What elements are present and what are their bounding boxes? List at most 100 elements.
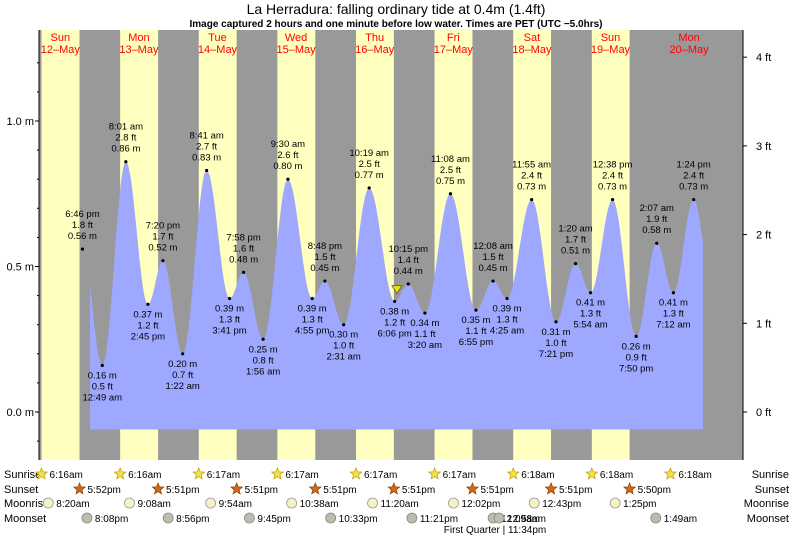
sunrise-icon: [427, 467, 442, 480]
tide-label: 0.86 m: [111, 144, 140, 155]
tide-label: 0.8 ft: [253, 355, 274, 366]
moonset-time: 8:08pm: [95, 514, 128, 525]
tide-label: 0.5 ft: [92, 381, 113, 392]
tide-label: 1.3 ft: [663, 309, 684, 320]
tide-label: 2.7 ft: [196, 141, 217, 152]
almanac-label-right: Moonset: [747, 513, 789, 525]
moonset-icon: [81, 512, 93, 524]
sunset-icon: [387, 482, 401, 495]
tide-label: 12:08 am: [473, 241, 513, 252]
tide-label: 6:06 pm: [378, 328, 412, 339]
tide-label: 1.9 ft: [646, 214, 667, 225]
moonset-icon: [244, 512, 255, 524]
tide-point: [393, 299, 397, 304]
moonset-icon: [493, 512, 505, 524]
tide-point: [448, 192, 453, 196]
right-axis-tick-label: 2 ft: [756, 230, 771, 242]
tide-label: 0.83 m: [192, 152, 221, 163]
sunset-icon: [308, 482, 322, 495]
sunrise-icon: [34, 467, 49, 480]
tide-label: 0.73 m: [679, 182, 708, 193]
day-name: Sat: [524, 32, 541, 44]
tide-label: 0.9 ft: [626, 352, 647, 363]
tide-label: 0.39 m: [298, 304, 327, 315]
moonrise-time: 12:43pm: [542, 499, 581, 510]
tide-label: 0.77 m: [355, 170, 384, 181]
tide-label: 8:41 am: [189, 130, 223, 141]
moonset-icon: [650, 512, 662, 524]
right-axis-tick-label: 1 ft: [756, 318, 771, 330]
tide-label: 1.1 ft: [414, 329, 435, 340]
day-headers: Sun12–MayMon13–MayTue14–MayWed15–MayThu1…: [41, 32, 709, 56]
tide-label: 1:24 pm: [677, 160, 711, 171]
moonrise-icon: [42, 497, 54, 509]
moonrise-time: 9:54am: [219, 499, 252, 510]
day-name: Thu: [365, 32, 384, 44]
tide-point: [423, 311, 427, 315]
tide-point: [588, 291, 593, 295]
tide-label: 0.39 m: [215, 304, 244, 315]
current-level-marker: [391, 285, 403, 295]
moonset-icon: [162, 512, 174, 524]
tide-label: 1.3 ft: [497, 315, 518, 326]
moonset-time: 12:58am: [507, 514, 546, 525]
moonset-icon: [406, 512, 418, 524]
tide-label: 5:54 am: [573, 320, 607, 331]
sunset-time: 5:52pm: [88, 485, 121, 496]
sunrise-time: 6:18am: [521, 470, 554, 481]
tide-label: 2:07 am: [640, 203, 674, 214]
sunrise-time: 6:16am: [50, 470, 83, 481]
sunrise-time: 6:18am: [600, 470, 633, 481]
tide-point: [124, 160, 128, 164]
tide-label: 1.0 ft: [545, 338, 566, 349]
sunrise-time: 6:17am: [285, 470, 318, 481]
almanac-label-left: Sunset: [4, 484, 38, 496]
tide-label: 2.5 ft: [440, 165, 461, 176]
tide-label: 0.16 m: [88, 370, 117, 381]
moonrise-time: 1:25pm: [623, 499, 656, 510]
tide-label: 0.38 m: [380, 306, 409, 317]
tide-label: 0.73 m: [598, 182, 627, 193]
tide-label: 6:46 pm: [65, 209, 99, 220]
tide-label: 1.3 ft: [580, 309, 601, 320]
sunrise-icon: [663, 467, 678, 480]
tide-label: 1.4 ft: [398, 255, 419, 266]
tide-label: 1.7 ft: [152, 232, 173, 243]
tide-point: [146, 302, 150, 306]
tide-label: 0.7 ft: [172, 370, 193, 381]
daylight-band: [41, 30, 80, 460]
tide-label: 2:31 am: [326, 352, 360, 363]
tide-label: 12:38 pm: [593, 160, 633, 171]
day-name: Fri: [447, 32, 460, 44]
left-axis-panel: [0, 30, 39, 460]
tide-label: 3:20 am: [408, 340, 442, 351]
tide-point: [286, 177, 290, 181]
moonrise-icon: [448, 497, 459, 509]
day-date: 13–May: [119, 44, 159, 56]
left-axis-tick-label: 0.0 m: [6, 407, 34, 419]
almanac-label-left: Moonset: [4, 513, 46, 525]
tide-label: 0.56 m: [68, 231, 97, 242]
tide-label: 1:20 am: [558, 224, 592, 235]
tide-label: 11:08 am: [431, 154, 470, 165]
sunset-icon: [72, 482, 87, 495]
tide-area: [82, 161, 703, 430]
tide-point: [261, 337, 265, 341]
almanac-label-left: Moonrise: [4, 498, 49, 510]
moonset-icon: [325, 512, 337, 524]
moonrise-icon: [205, 497, 217, 509]
tide-label: 1.0 ft: [333, 341, 354, 352]
moonrise-icon: [367, 497, 378, 509]
tide-label: 1.5 ft: [482, 252, 503, 263]
day-date: 18–May: [512, 44, 552, 56]
sunset-icon: [465, 482, 480, 495]
moonrise-icon: [609, 497, 621, 509]
sunset-time: 5:51pm: [245, 485, 278, 496]
tide-label: 1.1 ft: [465, 326, 486, 337]
day-name: Mon: [678, 32, 699, 44]
sunrise-icon: [585, 467, 599, 480]
tide-label: 12:49 am: [82, 392, 122, 403]
tide-label: 10:15 pm: [388, 244, 428, 255]
tide-point: [406, 282, 410, 286]
tide-point: [692, 197, 696, 202]
